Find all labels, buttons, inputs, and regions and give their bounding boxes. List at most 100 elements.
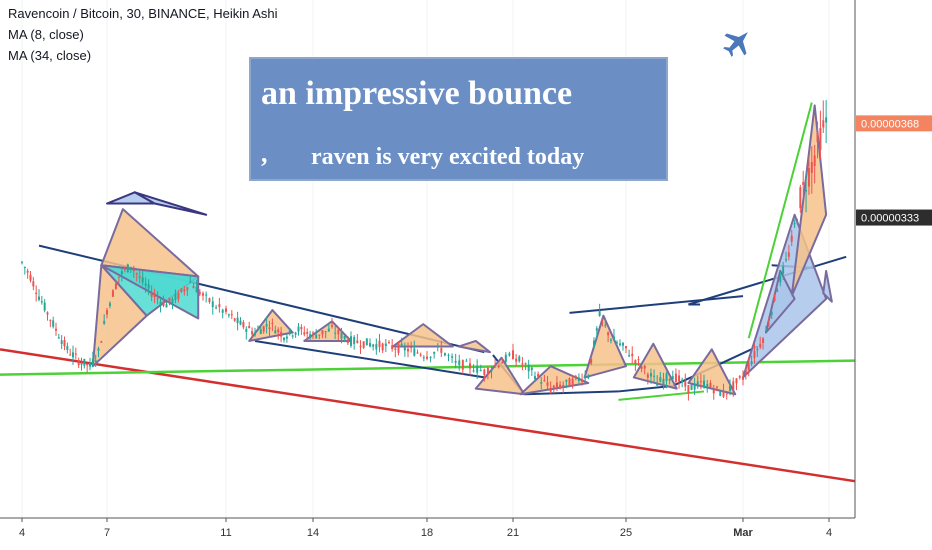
candle-body — [684, 381, 687, 387]
candle-body — [709, 382, 712, 388]
candle-body — [147, 284, 150, 289]
candle-body — [530, 367, 533, 371]
note-comma: , — [261, 139, 268, 168]
candle-body — [527, 364, 530, 372]
candle-body — [756, 348, 759, 351]
candle-body — [703, 380, 705, 388]
x-tick-label: 18 — [421, 527, 433, 539]
candle-body — [662, 378, 665, 385]
candle-body — [472, 370, 475, 372]
candle-body — [117, 276, 120, 278]
candle-body — [283, 337, 285, 341]
ma-slow-legend[interactable]: MA (34, close) — [8, 48, 92, 63]
candle-body — [94, 360, 97, 362]
candle-body — [242, 321, 245, 328]
candle-body — [327, 328, 330, 332]
candle-body — [706, 384, 709, 389]
candle-body — [153, 294, 156, 298]
candle-body — [687, 385, 690, 394]
candle-body — [598, 311, 601, 316]
candle-body — [793, 223, 796, 225]
candle-body — [595, 328, 598, 331]
candle-body — [738, 376, 741, 378]
harmonic-triangle — [687, 348, 737, 396]
candle-body — [129, 267, 132, 269]
candle-body — [162, 300, 165, 306]
candle-body — [132, 270, 135, 272]
candle-body — [799, 187, 802, 209]
candle-body — [26, 270, 29, 273]
candle-body — [381, 343, 384, 351]
text-note-box[interactable]: an impressive bounce , raven is very exc… — [249, 57, 668, 181]
candle-body — [114, 283, 117, 289]
candle-body — [750, 361, 753, 365]
candle-body — [195, 286, 198, 293]
x-tick-label: 21 — [507, 527, 519, 539]
candle-body — [451, 356, 454, 358]
candle-body — [297, 326, 300, 332]
candle-body — [469, 363, 471, 369]
candle-body — [577, 377, 580, 381]
candle-body — [674, 373, 677, 382]
candle-body — [725, 393, 728, 395]
candle-body — [816, 132, 819, 143]
candle-body — [618, 343, 621, 346]
candle-body — [365, 338, 368, 346]
candle-body — [318, 334, 321, 336]
candle-body — [659, 377, 662, 382]
candle-body — [123, 268, 126, 270]
candle-body — [668, 379, 671, 381]
symbol-title: Ravencoin / Bitcoin, 30, BINANCE, Heikin… — [8, 6, 278, 21]
candle-body — [165, 304, 168, 308]
candle-body — [23, 267, 26, 269]
price-tag-ma — [856, 115, 932, 132]
candle-body — [735, 378, 738, 384]
candle-body — [776, 290, 779, 292]
candle-body — [271, 322, 274, 324]
candle-body — [759, 343, 762, 348]
candle-body — [403, 346, 406, 351]
candle-body — [52, 320, 55, 327]
candle-body — [337, 329, 340, 335]
ma-fast-legend[interactable]: MA (8, close) — [8, 27, 84, 42]
candle-body — [394, 348, 397, 350]
candle-body — [144, 283, 147, 286]
candle-body — [537, 373, 540, 377]
candle-body — [773, 294, 776, 301]
candle-body — [201, 293, 204, 296]
candle-body — [458, 360, 461, 366]
candle-body — [767, 323, 770, 325]
candle-body — [108, 303, 111, 306]
candle-body — [762, 338, 765, 343]
harmonic-triangle — [764, 269, 796, 334]
candle-body — [461, 360, 464, 370]
harmonic-triangle — [519, 365, 590, 396]
candle-body — [356, 340, 359, 343]
candle-body — [150, 293, 153, 297]
candle-body — [280, 332, 283, 337]
candle-body — [813, 155, 816, 167]
candle-body — [590, 358, 593, 364]
candle-body — [419, 354, 422, 356]
candles — [21, 99, 828, 401]
candle-body — [359, 345, 362, 348]
note-subline: raven is very excited today — [311, 144, 585, 170]
candle-body — [796, 222, 799, 224]
candle-body — [372, 344, 375, 347]
candle-body — [285, 336, 288, 339]
candle-body — [497, 365, 500, 368]
candle-body — [555, 382, 558, 388]
candle-body — [649, 373, 652, 377]
candle-body — [447, 354, 450, 356]
candle-body — [486, 368, 489, 375]
candle-body — [35, 292, 38, 294]
candle-body — [810, 162, 813, 173]
candle-body — [186, 287, 189, 291]
candle-body — [177, 292, 180, 300]
candle-body — [501, 362, 504, 364]
candle-body — [549, 387, 552, 392]
harmonic-triangle — [822, 269, 833, 303]
candle-body — [805, 190, 808, 192]
candle-body — [785, 259, 787, 261]
